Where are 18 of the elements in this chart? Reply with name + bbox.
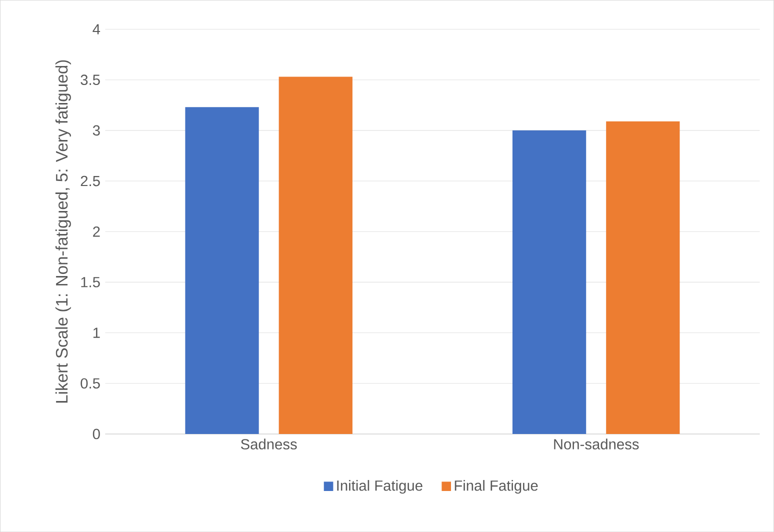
y-axis-title: Likert Scale (1: Non-fatigued, 5: Very fatigued) — [55, 60, 71, 403]
bar — [185, 107, 259, 434]
y-tick-label: 0 — [92, 428, 100, 440]
legend-label: Final Fatigue — [454, 480, 538, 494]
bar — [512, 130, 586, 434]
x-tick-label: Sadness — [240, 438, 297, 450]
y-tick-label: 1 — [93, 328, 100, 338]
bar — [606, 121, 680, 434]
y-tick-label: 3 — [92, 125, 100, 136]
y-tick-label: 2 — [93, 226, 100, 237]
y-tick-label: 0.5 — [80, 378, 100, 388]
y-tick-label: 1.5 — [81, 277, 100, 288]
x-tick-label: Non-sadness — [554, 438, 639, 450]
y-tick-label: 2.5 — [80, 176, 100, 186]
y-tick-label: 4 — [92, 24, 100, 34]
y-tick-label: 3.5 — [80, 74, 100, 85]
legend-label: Initial Fatigue — [337, 480, 422, 494]
bar — [278, 76, 352, 434]
